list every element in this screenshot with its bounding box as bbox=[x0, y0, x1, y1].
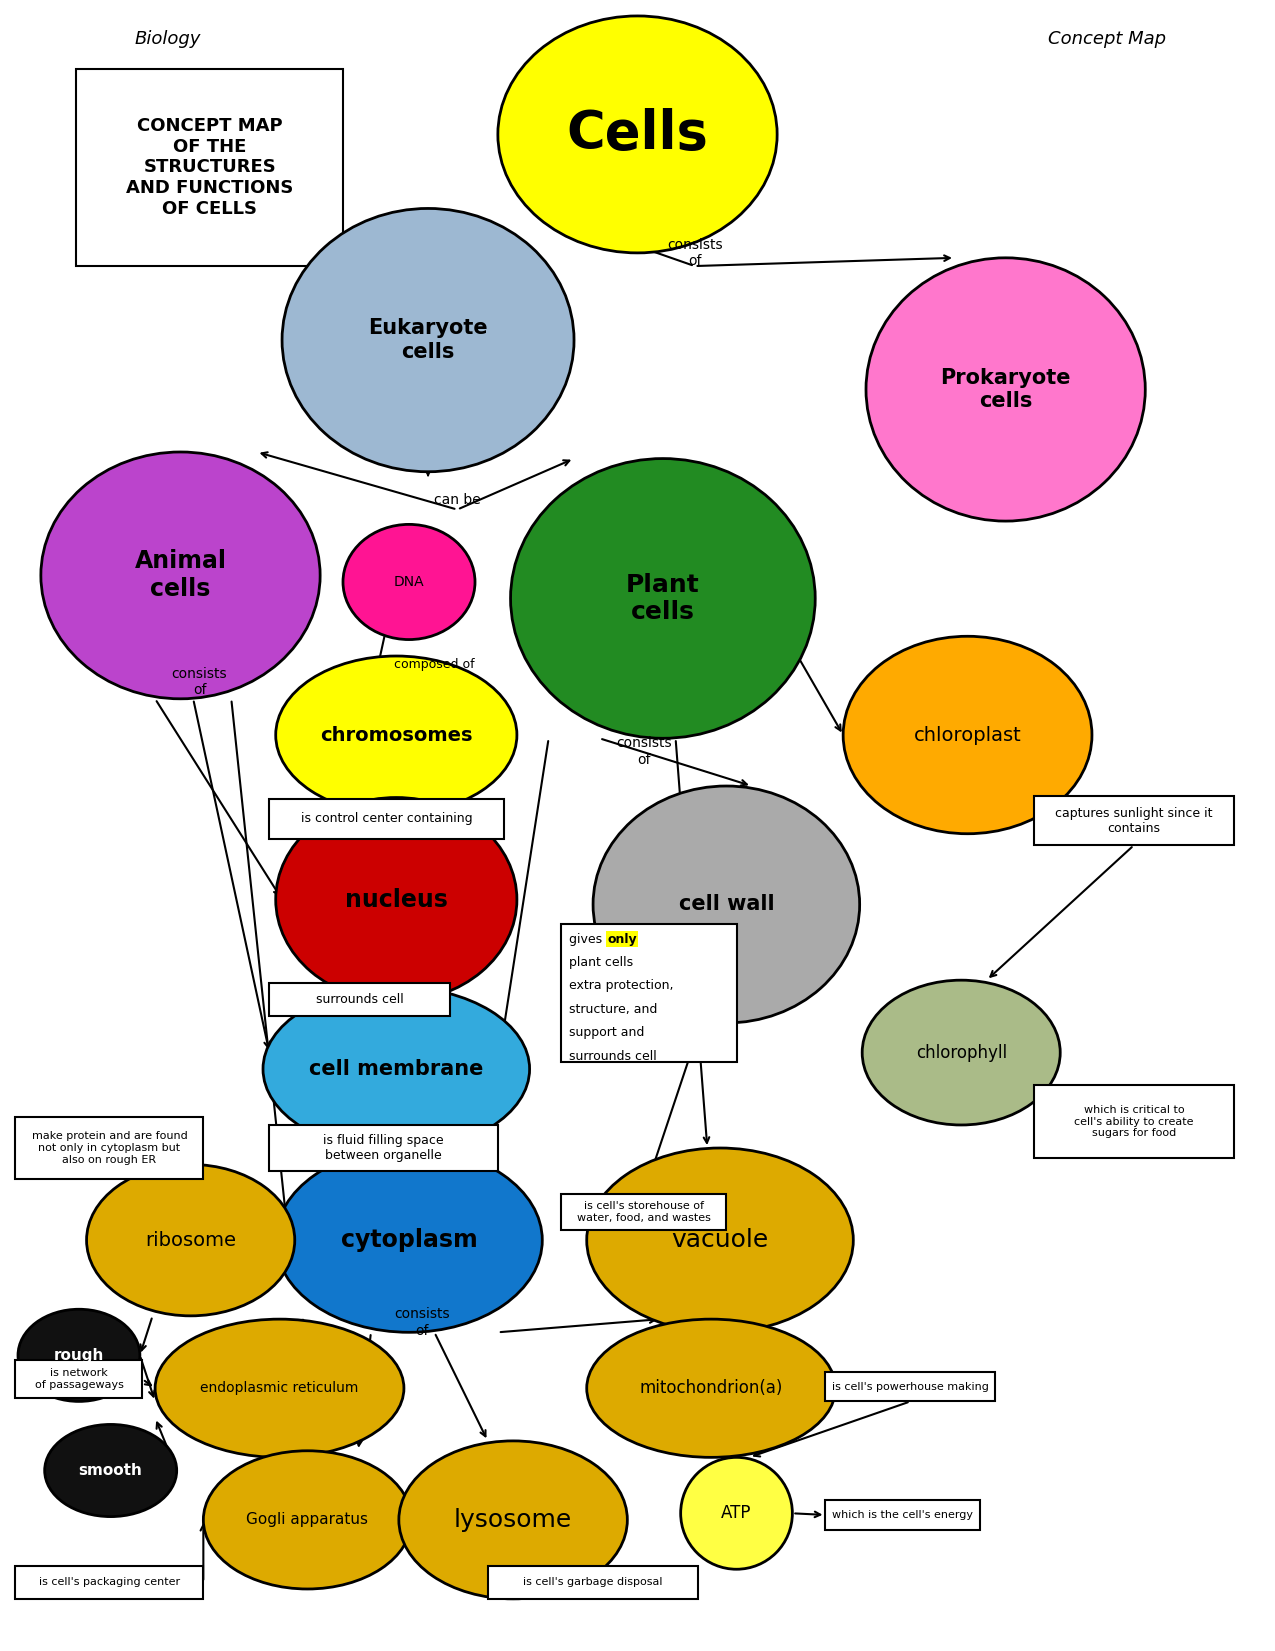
Text: surrounds cell: surrounds cell bbox=[569, 1050, 657, 1063]
Bar bbox=[269, 984, 450, 1017]
Text: extra protection,: extra protection, bbox=[569, 979, 673, 992]
Bar bbox=[825, 1372, 996, 1402]
Text: is cell's garbage disposal: is cell's garbage disposal bbox=[523, 1577, 663, 1587]
Ellipse shape bbox=[593, 786, 859, 1024]
Ellipse shape bbox=[843, 636, 1091, 834]
Text: cell wall: cell wall bbox=[678, 895, 774, 915]
Ellipse shape bbox=[343, 525, 476, 639]
Text: only: only bbox=[607, 933, 636, 946]
Bar bbox=[15, 1360, 143, 1398]
Text: captures sunlight since it
contains: captures sunlight since it contains bbox=[1056, 807, 1213, 834]
Text: chloroplast: chloroplast bbox=[914, 725, 1021, 745]
Ellipse shape bbox=[681, 1458, 792, 1568]
Text: which is critical to
cell's ability to create
sugars for food: which is critical to cell's ability to c… bbox=[1074, 1105, 1193, 1138]
Text: mitochondrion(a): mitochondrion(a) bbox=[640, 1379, 783, 1397]
Text: consists
of: consists of bbox=[394, 1308, 450, 1337]
Ellipse shape bbox=[41, 452, 320, 698]
Text: DNA: DNA bbox=[394, 575, 425, 589]
Ellipse shape bbox=[18, 1309, 140, 1402]
Bar bbox=[561, 1194, 727, 1230]
Bar bbox=[269, 799, 504, 839]
Ellipse shape bbox=[45, 1425, 177, 1517]
Text: lysosome: lysosome bbox=[454, 1507, 572, 1532]
Text: consists
of: consists of bbox=[172, 667, 227, 697]
Text: vacuole: vacuole bbox=[672, 1228, 769, 1251]
Bar bbox=[1034, 1085, 1234, 1157]
Bar bbox=[76, 69, 343, 266]
Bar bbox=[488, 1565, 699, 1598]
Text: Cells: Cells bbox=[566, 109, 709, 160]
Text: is network
of passageways: is network of passageways bbox=[34, 1369, 124, 1390]
Text: can be: can be bbox=[434, 492, 481, 507]
Text: is cell's packaging center: is cell's packaging center bbox=[38, 1577, 180, 1587]
Text: ribosome: ribosome bbox=[145, 1230, 236, 1250]
Ellipse shape bbox=[586, 1319, 835, 1458]
Ellipse shape bbox=[510, 459, 815, 738]
Bar bbox=[269, 1124, 497, 1171]
Text: chromosomes: chromosomes bbox=[320, 725, 473, 745]
Text: CONCEPT MAP
OF THE
STRUCTURES
AND FUNCTIONS
OF CELLS: CONCEPT MAP OF THE STRUCTURES AND FUNCTI… bbox=[126, 117, 293, 218]
Ellipse shape bbox=[275, 797, 516, 1002]
Text: which is the cell's energy: which is the cell's energy bbox=[833, 1511, 973, 1521]
Bar bbox=[561, 925, 737, 1063]
Text: Prokaryote
cells: Prokaryote cells bbox=[941, 368, 1071, 411]
Bar bbox=[15, 1565, 203, 1598]
Bar bbox=[1034, 796, 1234, 845]
Text: Concept Map: Concept Map bbox=[1048, 30, 1167, 48]
Text: plant cells: plant cells bbox=[569, 956, 634, 969]
Text: endoplasmic reticulum: endoplasmic reticulum bbox=[200, 1382, 358, 1395]
Text: gives: gives bbox=[569, 933, 606, 946]
Ellipse shape bbox=[862, 981, 1061, 1124]
Text: is fluid filling space
between organelle: is fluid filling space between organelle bbox=[324, 1134, 444, 1162]
Text: smooth: smooth bbox=[79, 1463, 143, 1478]
Ellipse shape bbox=[586, 1147, 853, 1332]
Text: is control center containing: is control center containing bbox=[301, 812, 473, 826]
Ellipse shape bbox=[399, 1441, 627, 1598]
Ellipse shape bbox=[263, 987, 529, 1151]
Text: rough: rough bbox=[54, 1347, 105, 1362]
Ellipse shape bbox=[203, 1451, 412, 1588]
Ellipse shape bbox=[275, 655, 516, 814]
Text: cell membrane: cell membrane bbox=[309, 1058, 483, 1080]
Ellipse shape bbox=[282, 208, 574, 472]
Text: consists
of: consists of bbox=[667, 238, 723, 267]
Ellipse shape bbox=[866, 258, 1145, 522]
Bar bbox=[15, 1116, 203, 1179]
Text: Plant
cells: Plant cells bbox=[626, 573, 700, 624]
Text: composed of: composed of bbox=[394, 657, 474, 670]
Bar bbox=[825, 1501, 980, 1530]
Ellipse shape bbox=[497, 17, 778, 253]
Ellipse shape bbox=[275, 1147, 542, 1332]
Text: is cell's powerhouse making: is cell's powerhouse making bbox=[833, 1382, 989, 1392]
Ellipse shape bbox=[156, 1319, 404, 1458]
Text: Gogli apparatus: Gogli apparatus bbox=[246, 1512, 368, 1527]
Text: Animal
cells: Animal cells bbox=[134, 550, 227, 601]
Text: Eukaryote
cells: Eukaryote cells bbox=[368, 319, 488, 362]
Text: support and: support and bbox=[569, 1027, 644, 1038]
Text: cytoplasm: cytoplasm bbox=[340, 1228, 477, 1251]
Text: consists
of: consists of bbox=[616, 736, 672, 766]
Text: nucleus: nucleus bbox=[344, 888, 448, 911]
Text: is cell's storehouse of
water, food, and wastes: is cell's storehouse of water, food, and… bbox=[576, 1202, 710, 1223]
Text: Biology: Biology bbox=[135, 30, 201, 48]
Text: structure, and: structure, and bbox=[569, 1002, 658, 1015]
Text: ATP: ATP bbox=[722, 1504, 752, 1522]
Text: chlorophyll: chlorophyll bbox=[915, 1043, 1007, 1062]
Text: surrounds cell: surrounds cell bbox=[316, 994, 403, 1007]
Ellipse shape bbox=[87, 1164, 295, 1316]
Text: make protein and are found
not only in cytoplasm but
also on rough ER: make protein and are found not only in c… bbox=[32, 1131, 187, 1164]
